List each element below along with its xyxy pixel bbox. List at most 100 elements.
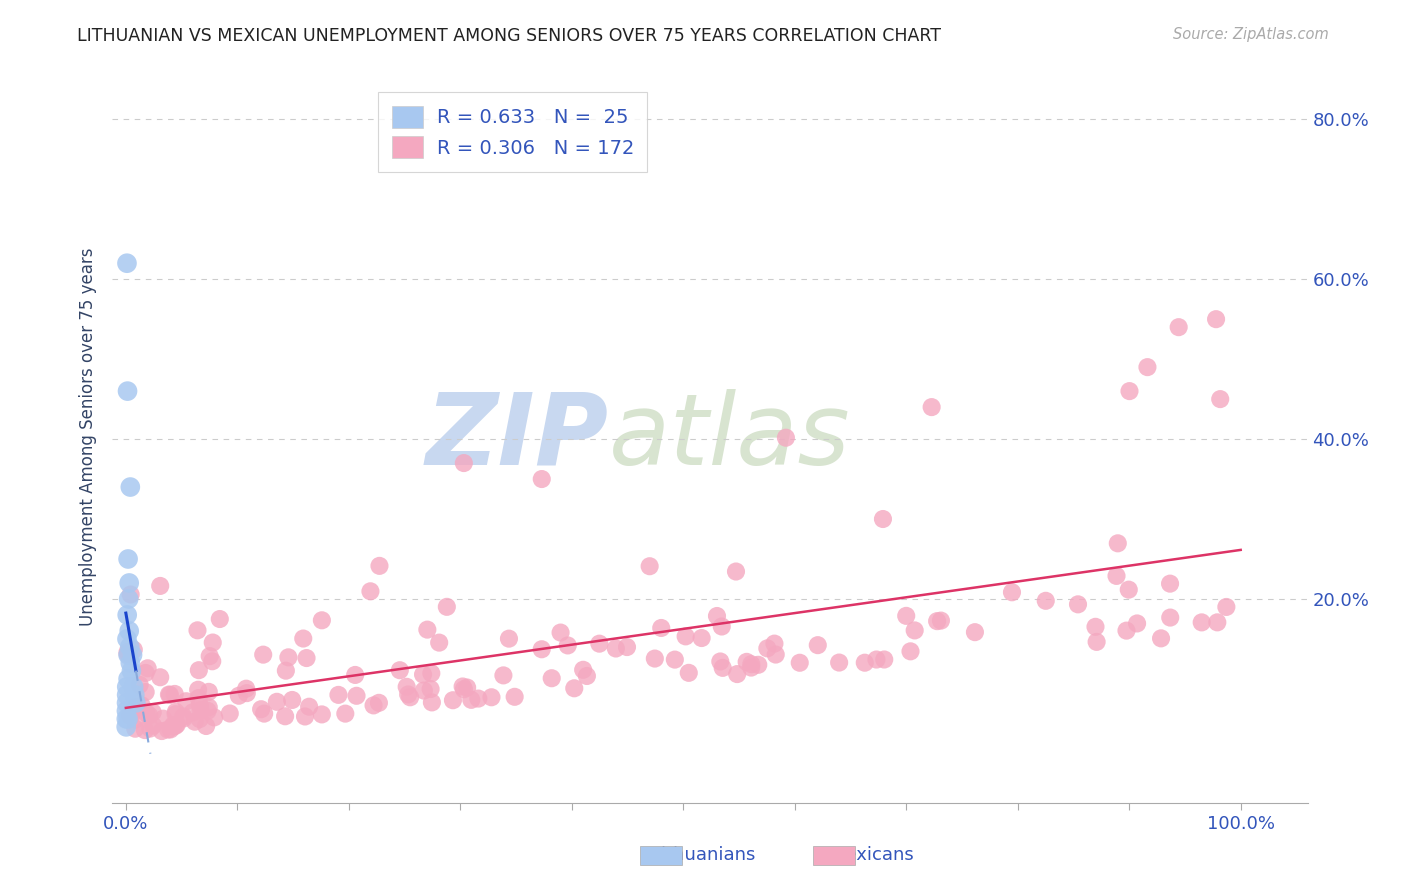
Point [135, 685, 157, 699]
Point [152, 712, 174, 726]
Point [605, 641, 627, 656]
Point [412, 683, 434, 698]
Point [187, 691, 209, 706]
Point [165, 705, 187, 719]
Point [120, 480, 142, 494]
Point [756, 641, 779, 656]
Point [638, 559, 661, 574]
Point [550, 625, 572, 640]
Point [690, 631, 713, 645]
Point [763, 637, 786, 651]
Point [865, 652, 887, 666]
Point [724, 565, 747, 579]
Point [460, 693, 482, 707]
Point [117, 645, 139, 659]
Point [1205, 312, 1227, 326]
Point [872, 512, 894, 526]
Point [138, 708, 160, 723]
Point [1105, 569, 1128, 583]
Point [503, 690, 526, 704]
Point [896, 608, 918, 623]
Point [1150, 632, 1173, 646]
Point [1118, 582, 1140, 597]
Point [135, 665, 157, 680]
Point [1159, 610, 1181, 624]
Point [706, 609, 728, 624]
Point [188, 698, 211, 713]
Point [115, 607, 138, 622]
Point [498, 632, 520, 646]
Point [412, 667, 434, 681]
Point [115, 720, 138, 734]
Point [735, 655, 758, 669]
Point [530, 642, 553, 657]
Point [1085, 635, 1108, 649]
Point [1107, 536, 1129, 550]
Point [1001, 585, 1024, 599]
Legend: R = 0.633   N =  25, R = 0.306   N = 172: R = 0.633 N = 25, R = 0.306 N = 172 [378, 92, 648, 172]
Point [467, 691, 489, 706]
Point [117, 552, 139, 566]
Point [927, 614, 949, 628]
Point [174, 694, 197, 708]
Point [115, 696, 138, 710]
Point [235, 681, 257, 696]
Point [540, 671, 562, 685]
Point [747, 657, 769, 672]
Point [117, 648, 139, 662]
Point [1136, 360, 1159, 375]
Point [399, 690, 422, 705]
Point [709, 655, 731, 669]
Point [190, 703, 212, 717]
Point [165, 707, 187, 722]
Point [139, 722, 162, 736]
Point [359, 584, 381, 599]
Point [828, 656, 851, 670]
Point [157, 723, 180, 737]
Point [904, 624, 927, 638]
Point [921, 400, 943, 414]
Point [1167, 320, 1189, 334]
Text: Source: ZipAtlas.com: Source: ZipAtlas.com [1173, 27, 1329, 42]
Point [118, 624, 141, 638]
Point [218, 706, 240, 721]
Point [118, 576, 141, 591]
Point [122, 680, 145, 694]
Point [1115, 624, 1137, 638]
Point [150, 724, 173, 739]
Text: atlas: atlas [609, 389, 851, 485]
Point [678, 665, 700, 680]
Point [572, 663, 595, 677]
Point [172, 709, 194, 723]
Point [117, 672, 139, 686]
Point [117, 712, 139, 726]
Point [1084, 620, 1107, 634]
Point [115, 704, 138, 718]
Point [789, 656, 811, 670]
Point [1067, 598, 1090, 612]
Point [740, 657, 762, 672]
Point [588, 637, 610, 651]
Point [201, 654, 224, 668]
Point [181, 706, 204, 720]
Point [295, 651, 318, 665]
Point [328, 688, 350, 702]
Point [575, 669, 598, 683]
Point [765, 648, 787, 662]
Point [163, 687, 186, 701]
Point [166, 717, 188, 731]
Point [188, 712, 211, 726]
Point [131, 698, 153, 713]
Point [1035, 594, 1057, 608]
Point [134, 723, 156, 737]
Point [120, 709, 142, 723]
Point [201, 635, 224, 649]
Point [122, 642, 145, 657]
Point [616, 640, 638, 654]
Point [335, 706, 357, 721]
Point [149, 670, 172, 684]
Point [197, 700, 219, 714]
Point [453, 456, 475, 470]
Point [1215, 599, 1237, 614]
Point [124, 688, 146, 702]
